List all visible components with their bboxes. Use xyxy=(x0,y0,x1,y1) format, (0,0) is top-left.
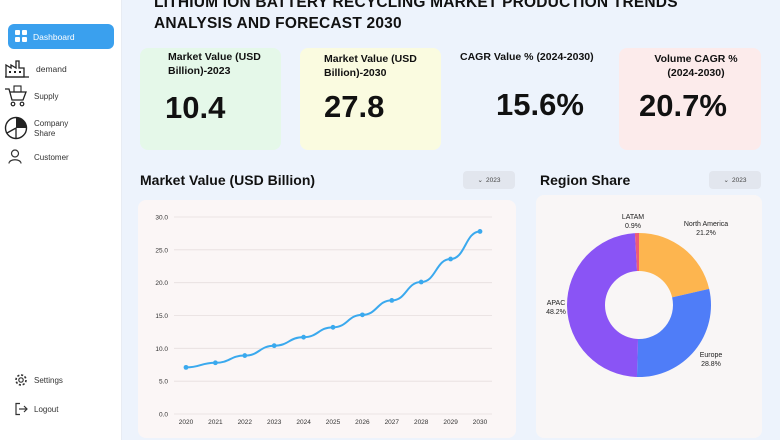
data-point xyxy=(183,364,189,370)
grid-icon xyxy=(15,29,27,44)
slice-value-label: 21.2% xyxy=(696,230,716,237)
logout-icon xyxy=(14,402,28,418)
x-tick-label: 2028 xyxy=(414,419,429,426)
factory-icon xyxy=(4,57,30,81)
cart-icon xyxy=(4,84,28,110)
sidebar-item-label: Company Share xyxy=(34,119,69,138)
slice-label: APAC xyxy=(547,300,566,307)
sidebar-item-supply[interactable]: Supply xyxy=(4,84,58,110)
region-year-select[interactable]: ⌄ 2023 xyxy=(709,171,761,189)
region-share-title: Region Share xyxy=(540,172,631,188)
y-tick-label: 10.0 xyxy=(155,346,168,353)
x-tick-label: 2022 xyxy=(238,419,253,426)
sidebar: Dashboard demand Supply Company Share Cu… xyxy=(0,0,122,440)
kpi-value: 15.6% xyxy=(496,87,584,122)
market-year-value: 2023 xyxy=(485,176,501,184)
sidebar-item-label: Logout xyxy=(34,405,59,414)
market-year-select[interactable]: ⌄ 2023 xyxy=(463,171,515,189)
data-point xyxy=(330,324,336,330)
y-tick-label: 30.0 xyxy=(155,215,168,222)
donut-chart-panel: North America 21.2% Europe 28.8% APAC 48.2% LA… xyxy=(536,195,762,438)
slice-label: Europe xyxy=(700,352,723,359)
y-tick-label: 5.0 xyxy=(159,379,168,386)
sidebar-item-settings[interactable]: Settings xyxy=(14,373,63,389)
data-point xyxy=(418,279,424,285)
kpi-label: Volume CAGR % (2024-2030) xyxy=(654,53,738,79)
sidebar-item-label: Supply xyxy=(34,92,59,101)
sidebar-item-label: demand xyxy=(36,64,67,74)
slice-value-label: 48.2% xyxy=(546,309,566,316)
data-point xyxy=(213,360,218,366)
kpi-label: Market Value (USD Billion)-2023 xyxy=(168,51,261,77)
sidebar-item-dashboard[interactable]: Dashboard xyxy=(8,24,114,49)
data-point xyxy=(389,297,395,303)
data-point xyxy=(448,256,453,262)
donut-chart: North America 21.2% Europe 28.8% APAC 48.2% LA… xyxy=(546,214,728,378)
y-tick-label: 0.0 xyxy=(159,412,168,419)
sidebar-item-label: Settings xyxy=(34,376,63,385)
pie-slice-apac xyxy=(566,233,639,377)
x-tick-label: 2029 xyxy=(443,419,458,426)
slice-value-label: 28.8% xyxy=(701,361,721,368)
pie-chart-icon xyxy=(4,116,28,142)
main-content: LITHIUM ION BATTERY RECYCLING MARKET PRO… xyxy=(122,0,780,440)
series-line xyxy=(185,230,481,369)
kpi-value: 10.4 xyxy=(165,90,226,125)
x-tick-label: 2026 xyxy=(355,419,370,426)
kpi-value: 27.8 xyxy=(324,89,385,124)
slice-label: North America xyxy=(684,221,728,228)
slice-label: LATAM xyxy=(622,214,644,221)
pie-slice-north-america xyxy=(639,233,710,298)
sidebar-item-label: Dashboard xyxy=(33,31,75,42)
x-tick-label: 2025 xyxy=(326,419,341,426)
data-point xyxy=(271,343,277,349)
sidebar-item-label: Customer xyxy=(34,152,69,162)
chevron-down-icon: ⌄ xyxy=(477,177,483,184)
x-tick-label: 2027 xyxy=(385,419,400,426)
kpi-card-market-value-2030: Market Value (USD Billion)-2030 27.8 xyxy=(300,48,441,150)
y-tick-label: 15.0 xyxy=(155,313,168,320)
kpi-label: CAGR Value % (2024-2030) xyxy=(460,51,594,63)
page-title: LITHIUM ION BATTERY RECYCLING MARKET PRO… xyxy=(154,0,678,32)
sidebar-item-logout[interactable]: Logout xyxy=(14,402,58,418)
y-tick-label: 20.0 xyxy=(155,280,168,287)
kpi-value: 20.7% xyxy=(639,88,727,123)
line-chart: 0.0 5.0 10.0 15.0 20.0 25.0 30.0 2020 2021 2022 20… xyxy=(155,215,492,426)
kpi-label: Market Value (USD Billion)-2030 xyxy=(324,53,417,79)
pie-slice-latam xyxy=(634,233,639,272)
chevron-down-icon: ⌄ xyxy=(723,177,729,184)
sidebar-item-demand[interactable]: demand xyxy=(4,57,67,81)
sidebar-item-customer[interactable]: Customer xyxy=(8,149,69,166)
x-tick-label: 2020 xyxy=(179,419,194,426)
y-tick-label: 25.0 xyxy=(155,247,168,254)
slice-value-label: 0.9% xyxy=(625,223,641,230)
region-year-value: 2023 xyxy=(731,176,747,184)
kpi-card-volume-cagr: Volume CAGR % (2024-2030) 20.7% xyxy=(619,48,761,150)
kpi-card-cagr-value: CAGR Value % (2024-2030) 15.6% xyxy=(452,48,616,150)
gear-icon xyxy=(14,373,28,389)
data-point xyxy=(360,312,365,318)
x-tick-label: 2023 xyxy=(267,419,282,426)
x-tick-label: 2024 xyxy=(296,419,311,426)
data-point xyxy=(301,334,306,340)
pie-slice-europe xyxy=(636,288,711,378)
sidebar-item-company-share[interactable]: Company Share xyxy=(4,116,84,142)
data-point xyxy=(242,353,248,358)
data-point xyxy=(477,229,483,234)
x-tick-label: 2030 xyxy=(473,419,488,426)
line-chart-panel: 0.0 5.0 10.0 15.0 20.0 25.0 30.0 2020 2021 2022 20… xyxy=(138,200,516,438)
x-tick-label: 2021 xyxy=(208,419,223,426)
market-value-title: Market Value (USD Billion) xyxy=(140,172,316,188)
user-icon xyxy=(8,149,22,166)
kpi-card-market-value-2023: Market Value (USD Billion)-2023 10.4 xyxy=(140,48,281,150)
